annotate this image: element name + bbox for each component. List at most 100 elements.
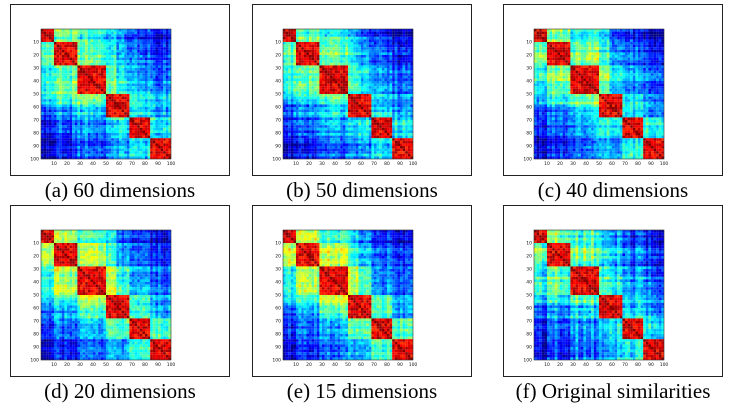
heatmap-cell (41, 60, 44, 63)
heatmap-cell (158, 47, 161, 50)
heatmap-cell (306, 70, 310, 74)
heatmap-cell (85, 42, 88, 45)
heatmap-cell (132, 86, 135, 89)
heatmap-cell (290, 88, 294, 92)
heatmap-cell (342, 65, 346, 69)
heatmap-cell (327, 31, 330, 35)
heatmap-cell (69, 52, 73, 56)
heatmap-cell (400, 148, 403, 152)
heatmap-cell (353, 114, 356, 118)
heatmap-cell (41, 156, 44, 160)
heatmap-cell (87, 47, 91, 50)
heatmap-cell (165, 52, 169, 56)
heatmap-cell (98, 62, 101, 66)
heatmap-cell (150, 68, 153, 71)
heatmap-cell (298, 57, 302, 61)
heatmap-cell (285, 109, 289, 113)
heatmap-cell (345, 42, 349, 45)
heatmap-cell (319, 117, 323, 121)
heatmap-cell (145, 130, 148, 134)
heatmap-cell (87, 29, 91, 32)
heatmap-cell (350, 73, 354, 76)
heatmap-cell (329, 120, 333, 123)
heatmap-cell (150, 122, 153, 126)
heatmap-cell (322, 29, 325, 32)
heatmap-cell (147, 133, 151, 136)
heatmap-cell (285, 73, 289, 76)
heatmap-cell (410, 125, 414, 128)
heatmap-cell (316, 125, 320, 128)
heatmap-cell (327, 47, 330, 50)
heatmap-cell (394, 68, 398, 71)
heatmap-cell (332, 101, 336, 105)
heatmap-cell (137, 73, 140, 76)
heatmap-cell (74, 117, 78, 121)
heatmap-cell (113, 107, 117, 110)
heatmap-cell (74, 73, 78, 76)
heatmap-cell (69, 99, 73, 102)
heatmap-cell (113, 60, 117, 63)
heatmap-cell (134, 94, 138, 97)
heatmap-cell (348, 135, 351, 139)
heatmap-cell (137, 65, 140, 69)
heatmap-cell (345, 68, 349, 71)
heatmap-cell (82, 83, 86, 87)
heatmap-cell (150, 55, 153, 58)
heatmap-cell (322, 86, 325, 89)
heatmap-cell (337, 60, 341, 63)
heatmap-cell (121, 62, 125, 66)
heatmap-cell (150, 156, 153, 160)
heatmap-cell (283, 94, 286, 97)
heatmap-cell (410, 130, 414, 134)
heatmap-cell (324, 49, 328, 53)
heatmap-cell (371, 127, 375, 131)
heatmap-cell (296, 55, 299, 58)
heatmap-cell (95, 60, 99, 63)
heatmap-cell (54, 65, 57, 69)
heatmap-cell (389, 31, 393, 35)
heatmap-cell (59, 117, 62, 121)
heatmap-cell (145, 44, 148, 48)
heatmap-cell (54, 60, 57, 63)
heatmap-cell (397, 42, 401, 45)
heatmap-cell (298, 49, 302, 53)
heatmap-cell (363, 101, 367, 105)
heatmap-cell (43, 146, 47, 149)
heatmap-cell (121, 31, 125, 35)
heatmap-cell (316, 146, 320, 149)
heatmap-cell (405, 117, 408, 121)
heatmap-cell (358, 109, 362, 113)
heatmap-cell (363, 49, 367, 53)
heatmap-cell (407, 148, 411, 152)
heatmap-cell (155, 107, 159, 110)
heatmap-cell (85, 68, 88, 71)
heatmap-cell (139, 140, 143, 144)
heatmap-cell (150, 117, 153, 121)
heatmap-cell (335, 42, 338, 45)
heatmap-cell (345, 75, 349, 79)
heatmap-cell (371, 117, 375, 121)
heatmap-cell (150, 36, 153, 40)
heatmap-cell (74, 60, 78, 63)
heatmap-cell (335, 151, 338, 154)
heatmap-cell (379, 70, 382, 74)
heatmap-cell (314, 39, 317, 43)
heatmap-cell (345, 122, 349, 126)
heatmap-cell (100, 151, 104, 154)
heatmap-cell (124, 91, 127, 95)
heatmap-cell (293, 31, 297, 35)
heatmap-cell (126, 83, 130, 87)
heatmap-cell (309, 122, 312, 126)
heatmap-cell (332, 81, 336, 84)
heatmap-cell (74, 83, 78, 87)
heatmap-cell (165, 70, 169, 74)
heatmap-cell (77, 62, 81, 66)
heatmap-cell (402, 151, 406, 154)
heatmap-cell (402, 146, 406, 149)
heatmap-cell (290, 112, 294, 115)
heatmap-cell (74, 88, 78, 92)
heatmap-cell (324, 153, 328, 157)
heatmap-cell (303, 156, 307, 160)
heatmap-cell (132, 112, 135, 115)
heatmap-cell (319, 107, 323, 110)
